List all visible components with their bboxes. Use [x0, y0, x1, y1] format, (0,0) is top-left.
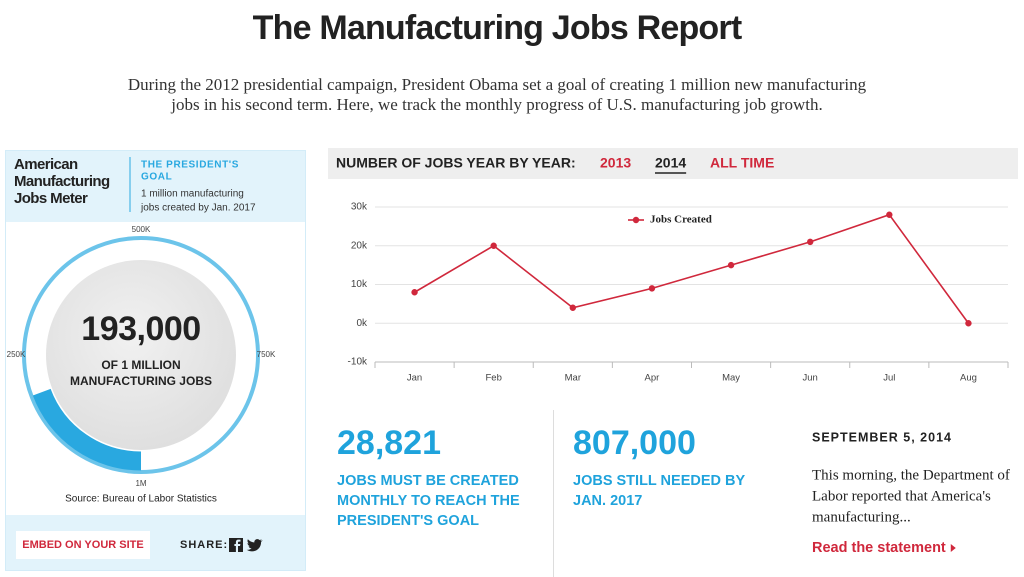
tab-bar	[328, 148, 1018, 179]
data-point	[965, 320, 972, 327]
x-tick-label: Jul	[883, 373, 895, 384]
gauge: 250K 500K 750K 1M	[7, 225, 276, 488]
stat-text: JOBS MUST BE CREATED	[337, 473, 519, 489]
news-text: Labor reported that America's	[812, 488, 991, 504]
goal-label: GOAL	[141, 172, 172, 183]
legend-swatch	[632, 216, 640, 224]
source: Source: Bureau of Labor Statistics	[65, 494, 217, 505]
x-tick-label: Feb	[486, 373, 502, 384]
meter-caption: MANUFACTURING JOBS	[70, 374, 212, 388]
y-tick-label: 30k	[351, 202, 368, 213]
goal-text: 1 million manufacturing	[141, 189, 244, 200]
page-title: The Manufacturing Jobs Report	[253, 9, 742, 47]
y-tick-label: 0k	[356, 318, 368, 329]
tabs: 2013 2014 ALL TIME	[600, 155, 774, 174]
goal-label: THE PRESIDENT'S	[141, 160, 239, 171]
news-text: manufacturing...	[812, 509, 911, 525]
share-label: SHARE:	[180, 539, 228, 551]
data-point	[490, 242, 497, 249]
gauge-tick-label: 500K	[132, 225, 151, 234]
stat-value: 807,000	[573, 424, 696, 462]
x-tick-label: Apr	[645, 373, 660, 384]
meter-title: American	[14, 156, 78, 173]
tab-bar-label: NUMBER OF JOBS YEAR BY YEAR:	[336, 155, 576, 171]
goal-text: jobs created by Jan. 2017	[140, 203, 256, 214]
gauge-tick-label: 1M	[135, 479, 146, 488]
x-tick-label: Mar	[565, 373, 581, 384]
y-tick-label: 10k	[351, 279, 368, 290]
news-text: This morning, the Department of	[812, 467, 1010, 483]
stat-text: JOBS STILL NEEDED BY	[573, 473, 745, 489]
intro-line: During the 2012 presidential campaign, P…	[128, 75, 867, 94]
meter-caption: OF 1 MILLION	[101, 358, 180, 372]
stat-text: MONTHLY TO REACH THE	[337, 493, 520, 509]
meter-title: Manufacturing	[14, 173, 110, 190]
legend-label: Jobs Created	[650, 214, 712, 226]
twitter-icon[interactable]	[246, 539, 263, 552]
news-date: SEPTEMBER 5, 2014	[812, 430, 952, 444]
stats: 28,821 JOBS MUST BE CREATED MONTHLY TO REA…	[337, 424, 745, 529]
data-point	[411, 289, 418, 296]
tab[interactable]: ALL TIME	[710, 155, 774, 171]
tab[interactable]: 2013	[600, 155, 631, 171]
link-arrow[interactable]	[950, 544, 956, 552]
meter-header	[6, 151, 305, 222]
x-tick-label: Jun	[803, 373, 818, 384]
line-chart: -10k 0k 10k 20k 30k Jan Feb Mar Apr May Jun Jul Aug J…	[348, 202, 1009, 384]
gauge-tick-label: 250K	[7, 350, 26, 359]
facebook-icon[interactable]	[229, 538, 243, 552]
x-tick-label: Jan	[407, 373, 422, 384]
data-point	[569, 304, 577, 311]
gauge-center	[46, 260, 236, 450]
stat-text: JAN. 2017	[573, 493, 642, 509]
tab[interactable]: 2014	[655, 155, 686, 171]
y-tick-label: 20k	[351, 240, 368, 251]
meter-title: Jobs Meter	[14, 190, 88, 207]
data-point	[727, 261, 735, 269]
gauge-ring	[22, 236, 260, 474]
gauge-fill	[32, 388, 142, 471]
news-link[interactable]: Read the statement	[812, 540, 946, 556]
stat-text: PRESIDENT'S GOAL	[337, 513, 479, 529]
embed-label[interactable]: EMBED ON YOUR SITE	[22, 539, 143, 551]
gauge-tick-label: 750K	[257, 350, 276, 359]
y-tick-label: -10k	[348, 357, 368, 368]
stat-value: 28,821	[337, 424, 441, 462]
data-point	[648, 285, 656, 292]
x-tick-label: May	[722, 373, 740, 384]
embed-button[interactable]	[16, 531, 150, 559]
series-line	[414, 213, 970, 324]
data-point	[806, 238, 814, 246]
meter-value: 193,000	[81, 310, 200, 348]
data-point	[886, 211, 893, 218]
intro-line: jobs in his second term. Here, we track …	[170, 95, 823, 114]
x-tick-label: Aug	[960, 373, 977, 384]
